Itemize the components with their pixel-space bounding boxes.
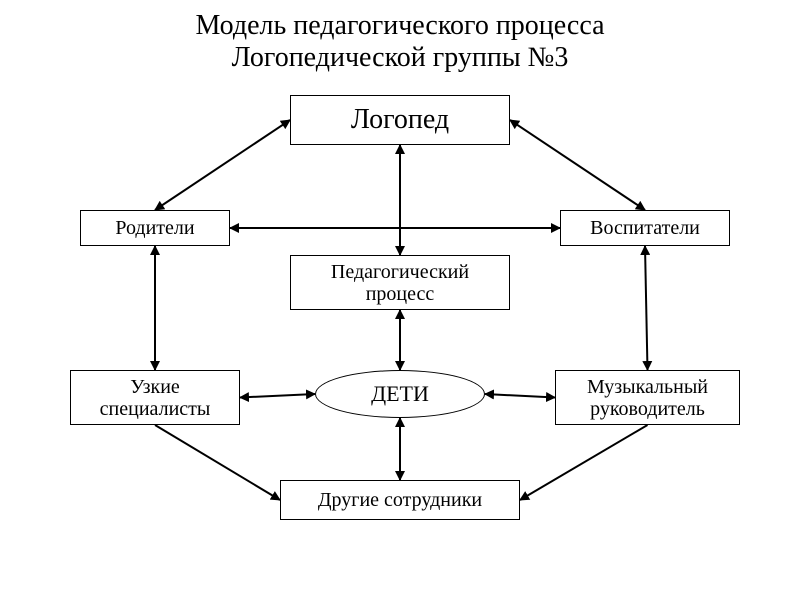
node-process: Педагогическийпроцесс (290, 255, 510, 310)
diagram-title: Модель педагогического процесса Логопеди… (0, 10, 800, 74)
title-line-2: Логопедической группы №3 (0, 42, 800, 74)
node-logoped: Логопед (290, 95, 510, 145)
node-educators: Воспитатели (560, 210, 730, 246)
node-others: Другие сотрудники (280, 480, 520, 520)
node-label: Узкиеспециалисты (100, 376, 211, 420)
node-label: Логопед (351, 105, 449, 136)
node-label: Музыкальныйруководитель (587, 376, 708, 420)
node-label: Воспитатели (590, 217, 700, 239)
node-music: Музыкальныйруководитель (555, 370, 740, 425)
node-label: Другие сотрудники (318, 489, 482, 511)
node-label: Педагогическийпроцесс (331, 261, 469, 305)
node-narrow: Узкиеспециалисты (70, 370, 240, 425)
node-children: ДЕТИ (315, 370, 485, 418)
node-label: Родители (115, 217, 194, 239)
title-line-1: Модель педагогического процесса (0, 10, 800, 42)
node-parents: Родители (80, 210, 230, 246)
node-label: ДЕТИ (371, 381, 429, 407)
diagram-canvas: Модель педагогического процесса Логопеди… (0, 0, 800, 600)
